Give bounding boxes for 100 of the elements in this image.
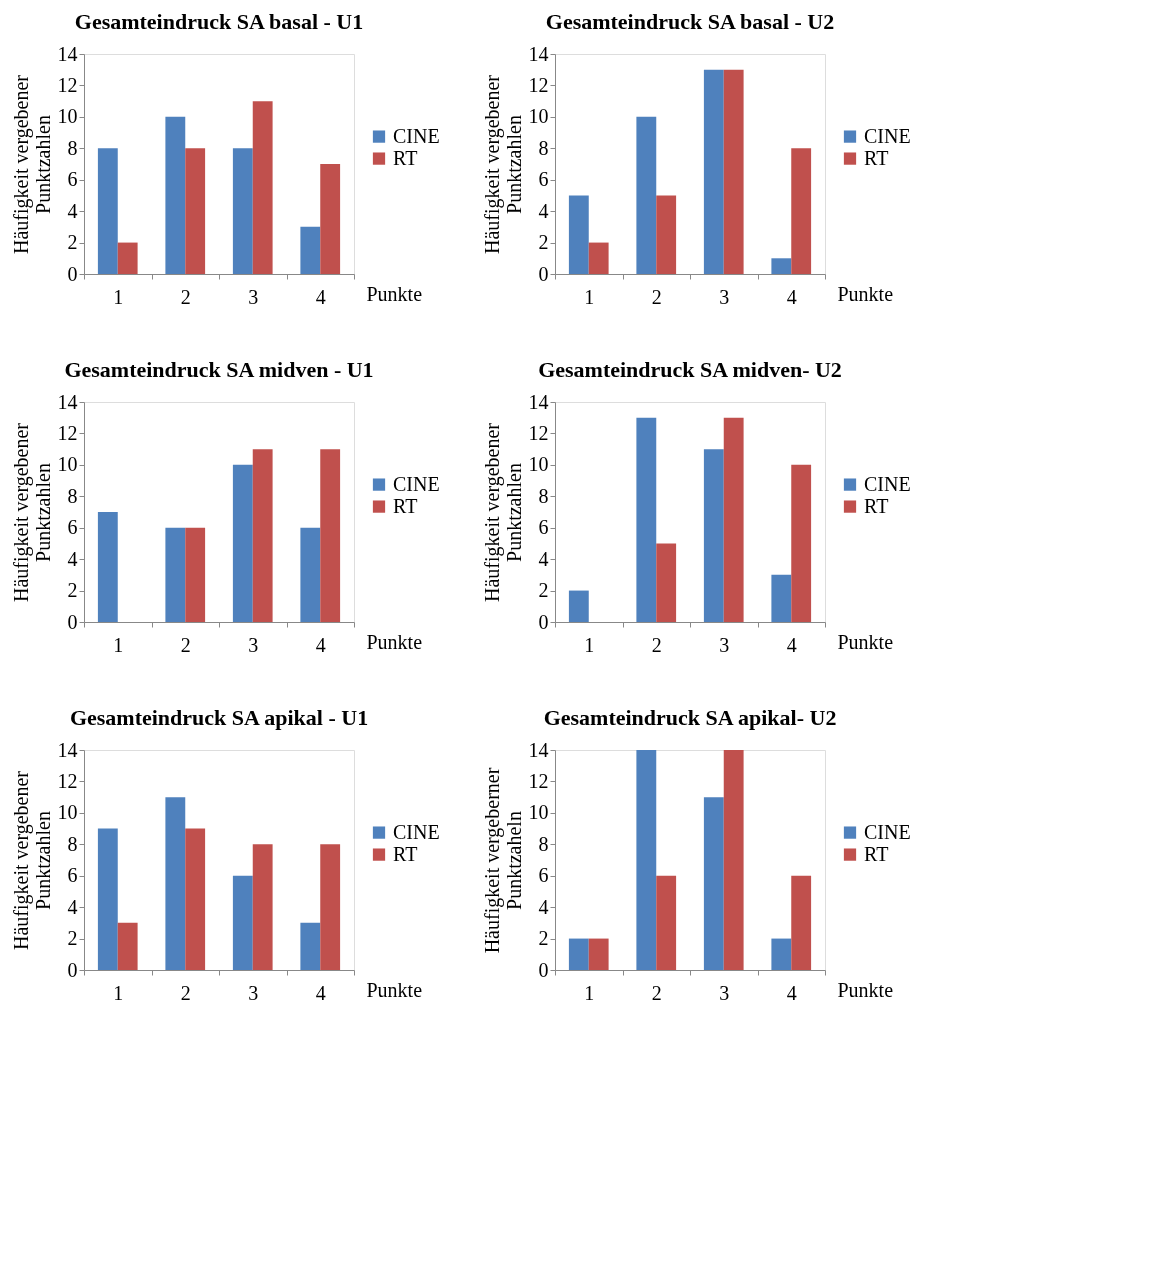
- y-tick-label: 2: [538, 927, 549, 950]
- x-tick-label: 3: [248, 981, 259, 1004]
- y-tick-label: 4: [538, 547, 549, 570]
- bar: [320, 164, 341, 274]
- y-tick-label: 2: [67, 579, 78, 602]
- y-tick-label: 6: [538, 864, 549, 887]
- x-tick-label: 1: [113, 981, 124, 1004]
- bar: [656, 543, 677, 622]
- y-tick-label: 0: [538, 262, 549, 285]
- bar: [300, 226, 321, 274]
- bar: [656, 195, 677, 274]
- bar: [636, 750, 657, 970]
- bar: [232, 875, 253, 970]
- bar: [771, 258, 792, 274]
- y-tick-label: 4: [67, 895, 78, 918]
- y-tick-label: 14: [528, 390, 549, 413]
- bar: [791, 148, 812, 274]
- bar: [568, 938, 589, 970]
- bar: [791, 464, 812, 622]
- chart-title: Gesamteindruck SA apikal - U1: [69, 705, 369, 730]
- y-tick-label: 10: [57, 801, 78, 824]
- bar: [568, 590, 589, 622]
- y-tick-label: 8: [67, 136, 78, 159]
- y-tick-label: 0: [67, 262, 78, 285]
- legend-label: RT: [393, 842, 418, 865]
- y-tick-label: 8: [67, 832, 78, 855]
- legend-label: CINE: [864, 472, 911, 495]
- x-tick-label: 1: [113, 633, 124, 656]
- y-tick-label: 8: [538, 832, 549, 855]
- x-tick-label: 3: [719, 285, 730, 308]
- legend-label: RT: [864, 494, 889, 517]
- y-tick-label: 12: [57, 421, 78, 444]
- bar: [723, 417, 744, 622]
- x-tick-label: 4: [786, 285, 797, 308]
- y-axis-title: Häufigkeit vergebener Punktzahlen: [9, 74, 54, 254]
- y-tick-label: 10: [57, 105, 78, 128]
- y-tick-label: 2: [538, 231, 549, 254]
- bar: [165, 116, 186, 274]
- x-tick-label: 4: [315, 285, 326, 308]
- bar: [252, 449, 273, 622]
- bar: [588, 938, 609, 970]
- y-tick-label: 12: [57, 769, 78, 792]
- y-tick-label: 6: [538, 516, 549, 539]
- x-tick-label: 2: [180, 981, 191, 1004]
- y-tick-label: 6: [538, 168, 549, 191]
- y-tick-label: 4: [67, 547, 78, 570]
- y-tick-label: 4: [67, 199, 78, 222]
- bar: [320, 449, 341, 622]
- y-tick-label: 0: [67, 610, 78, 633]
- y-tick-label: 10: [528, 105, 549, 128]
- x-axis-title: Punkte: [366, 630, 423, 653]
- legend-label: CINE: [393, 124, 440, 147]
- y-axis-title: Häufigkeit vergebener Punktzahlen: [9, 770, 54, 950]
- bar: [588, 242, 609, 274]
- y-tick-label: 14: [528, 738, 549, 761]
- legend-label: RT: [393, 494, 418, 517]
- chart-title: Gesamteindruck SA midven - U1: [64, 357, 374, 382]
- bar: [320, 844, 341, 970]
- x-tick-label: 1: [584, 285, 595, 308]
- bar: [165, 797, 186, 970]
- x-tick-label: 1: [584, 981, 595, 1004]
- y-tick-label: 12: [528, 421, 549, 444]
- bar: [703, 797, 724, 970]
- bar: [568, 195, 589, 274]
- x-axis-title: Punkte: [366, 978, 423, 1001]
- legend-label: RT: [864, 842, 889, 865]
- bar: [97, 512, 118, 622]
- chart-title: Gesamteindruck SA midven- U2: [538, 357, 842, 382]
- legend-label: RT: [864, 146, 889, 169]
- y-tick-label: 4: [538, 895, 549, 918]
- y-axis-title: Häufigkeit vergebener Punktzahlen: [9, 422, 54, 602]
- y-tick-label: 14: [57, 42, 78, 65]
- x-tick-label: 2: [651, 981, 662, 1004]
- bar: [97, 828, 118, 970]
- bar: [252, 101, 273, 274]
- x-axis-title: Punkte: [366, 282, 423, 305]
- x-tick-label: 3: [719, 633, 730, 656]
- bar: [723, 750, 744, 970]
- y-axis-title: Häufigkeit vergebener Punktzahlen: [480, 422, 525, 602]
- y-tick-label: 12: [528, 769, 549, 792]
- bar: [252, 844, 273, 970]
- bar: [771, 574, 792, 622]
- y-tick-label: 8: [538, 484, 549, 507]
- bar: [636, 417, 657, 622]
- y-tick-label: 10: [528, 801, 549, 824]
- x-tick-label: 4: [315, 981, 326, 1004]
- bar: [117, 922, 138, 970]
- bar: [117, 242, 138, 274]
- legend-label: CINE: [393, 472, 440, 495]
- x-tick-label: 4: [786, 981, 797, 1004]
- x-tick-label: 3: [248, 285, 259, 308]
- bar: [791, 875, 812, 970]
- legend-label: CINE: [393, 820, 440, 843]
- bar: [636, 116, 657, 274]
- bar: [232, 464, 253, 622]
- x-tick-label: 2: [180, 285, 191, 308]
- x-axis-title: Punkte: [837, 978, 894, 1001]
- y-tick-label: 10: [528, 453, 549, 476]
- x-tick-label: 4: [315, 633, 326, 656]
- chart-title: Gesamteindruck SA apikal- U2: [543, 705, 837, 730]
